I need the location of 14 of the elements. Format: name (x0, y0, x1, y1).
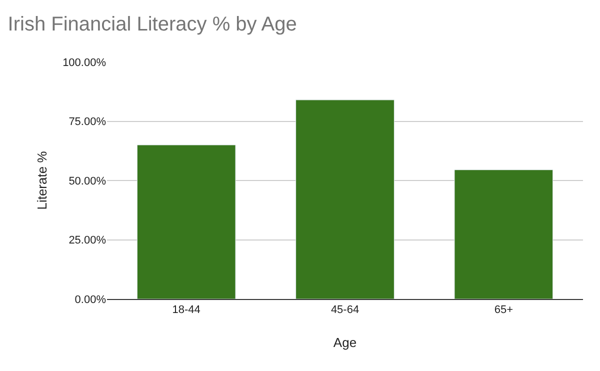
chart-title: Irish Financial Literacy % by Age (8, 14, 297, 36)
x-tick-label: 65+ (494, 304, 514, 316)
y-tick-label: 75.00% (68, 116, 106, 128)
y-tick-label: 100.00% (62, 56, 106, 69)
bar (454, 170, 554, 299)
y-tick-label: 50.00% (68, 175, 106, 188)
x-axis-title: Age (333, 334, 357, 350)
y-tick-label: 0.00% (74, 294, 106, 306)
y-tick-label: 25.00% (68, 234, 106, 247)
y-axis-title: Literate % (34, 150, 50, 210)
x-tick-label: 18-44 (172, 304, 200, 316)
x-tick-label: 45-64 (330, 304, 360, 316)
bar (296, 100, 394, 299)
bar (136, 144, 236, 299)
